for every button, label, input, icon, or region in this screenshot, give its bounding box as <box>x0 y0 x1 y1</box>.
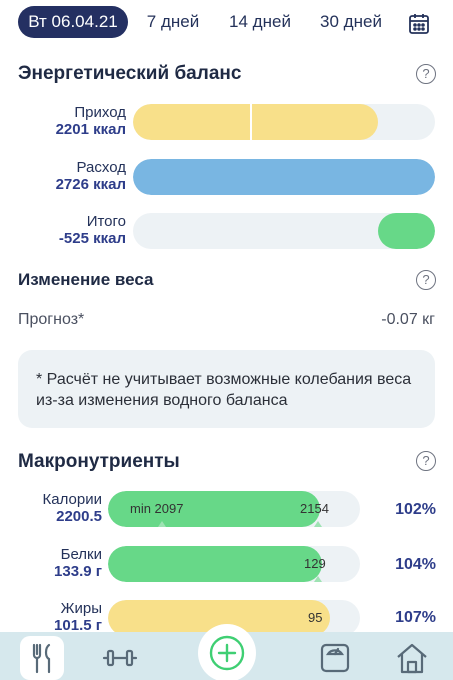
calories-target: 2154 <box>300 501 329 516</box>
water-balance-note: * Расчёт не учитывает возможные колебани… <box>18 350 435 428</box>
add-button[interactable] <box>198 624 256 680</box>
fats-target: 95 <box>308 610 323 625</box>
income-bar-fill <box>133 104 378 140</box>
income-bar <box>133 104 435 140</box>
calories-name: Калории <box>42 491 102 508</box>
calories-percent: 102% <box>395 501 436 518</box>
calories-value: 2200.5 <box>56 508 102 525</box>
income-bar-marker <box>250 104 252 140</box>
proteins-target-marker-icon <box>314 576 322 582</box>
add-icon <box>209 635 245 671</box>
proteins-bar-fill <box>108 546 322 582</box>
dumbbell-icon[interactable] <box>100 638 140 678</box>
energy-balance-title: Энергетический баланс <box>18 63 242 84</box>
fats-value: 101.5 г <box>54 617 102 634</box>
tab-30-days[interactable]: 30 дней <box>320 12 382 31</box>
tab-today[interactable]: Вт 06.04.21 <box>18 6 128 38</box>
expense-label-text: Расход <box>76 159 126 176</box>
energy-help-icon[interactable]: ? <box>416 64 436 84</box>
proteins-target: 129 <box>304 556 326 571</box>
expense-label: Расход 2726 ккал <box>20 159 126 193</box>
calories-min: min 2097 <box>130 501 184 516</box>
calories-target-marker-icon <box>314 521 322 527</box>
proteins-value: 133.9 г <box>54 563 102 580</box>
macronutrients-title: Макронутриенты <box>18 451 180 472</box>
expense-bar-fill <box>133 159 435 195</box>
scale-icon[interactable] <box>315 638 355 678</box>
nav-active-highlight <box>20 636 64 680</box>
proteins-label: Белки 133.9 г <box>20 546 102 580</box>
income-label-text: Приход <box>74 104 126 121</box>
fats-label: Жиры 101.5 г <box>20 600 102 634</box>
calendar-icon[interactable] <box>407 12 431 36</box>
income-label: Приход 2201 ккал <box>20 104 126 138</box>
weight-change-title: Изменение веса <box>18 270 154 289</box>
home-icon[interactable] <box>392 638 432 678</box>
forecast-label: Прогноз* <box>18 311 85 328</box>
fork-knife-icon[interactable] <box>22 638 62 678</box>
total-label-text: Итого <box>86 213 126 230</box>
expense-value: 2726 ккал <box>55 176 126 193</box>
total-bar-fill <box>378 213 435 249</box>
forecast-value: -0.07 кг <box>381 311 435 328</box>
macros-help-icon[interactable]: ? <box>416 451 436 471</box>
tab-14-days[interactable]: 14 дней <box>229 12 291 31</box>
period-tabs: Вт 06.04.21 7 дней 14 дней 30 дней <box>0 6 453 40</box>
income-value: 2201 ккал <box>55 121 126 138</box>
calories-bar: min 2097 2154 <box>108 491 360 527</box>
tab-7-days[interactable]: 7 дней <box>146 12 200 31</box>
total-bar <box>133 213 435 249</box>
calories-min-marker-icon <box>158 521 166 527</box>
expense-bar <box>133 159 435 195</box>
fats-percent: 107% <box>395 609 436 626</box>
weight-help-icon[interactable]: ? <box>416 270 436 290</box>
proteins-name: Белки <box>60 546 102 563</box>
total-value: -525 ккал <box>58 230 126 247</box>
total-label: Итого -525 ккал <box>20 213 126 247</box>
calories-label: Калории 2200.5 <box>20 491 102 525</box>
proteins-bar: 129 <box>108 546 360 582</box>
fats-name: Жиры <box>60 600 102 617</box>
calories-bar-fill <box>108 491 320 527</box>
proteins-percent: 104% <box>395 556 436 573</box>
